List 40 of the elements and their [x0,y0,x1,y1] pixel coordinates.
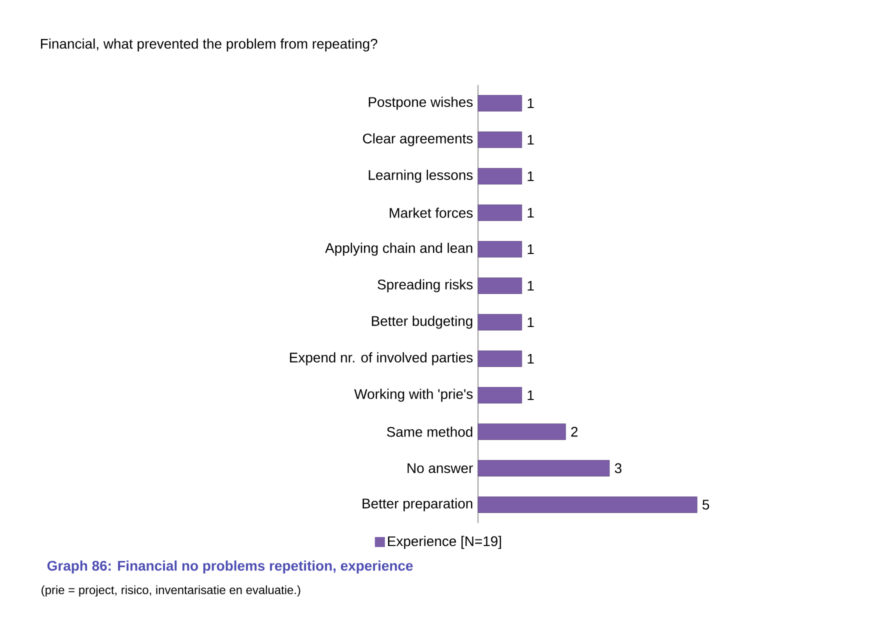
bar [478,168,522,184]
legend-label: Experience [N=19] [388,536,501,549]
y-tick-label: Postpone wishes [368,96,473,110]
data-label: 1 [528,317,534,328]
y-tick-label: Applying chain and lean [325,242,472,256]
bar [478,424,566,440]
y-tick-label: Better preparation [362,498,472,512]
bar [478,204,522,221]
bar [478,95,522,112]
y-tick-label: Learning lessons [368,170,473,183]
y-tick-label: Market forces [390,208,473,218]
data-label: 1 [528,208,534,218]
data-label: 3 [614,463,622,474]
data-label: 1 [528,354,534,364]
y-tick-label: Working with 'prie's [354,388,473,402]
data-label: 1 [528,280,534,291]
bar [478,387,522,404]
y-tick-label: Expend nr. of involved parties [290,352,473,366]
y-tick-label: No answer [408,463,473,474]
bar [478,241,522,258]
bar [478,278,522,294]
data-label: 1 [528,98,534,108]
caption: Graph 86: Financial no problems repetition, experience [47,560,413,574]
data-label: 1 [528,171,534,182]
bar [478,496,698,513]
y-tick-label: Same method [386,426,472,437]
bar [478,350,522,367]
data-label: 1 [528,390,534,400]
y-tick-label: Spreading risks [378,279,473,292]
data-label: 5 [702,500,710,510]
bar [478,314,522,330]
data-label: 1 [528,134,534,145]
y-tick-label: Better budgeting [372,316,472,329]
data-label: 2 [571,426,578,437]
bar [478,132,522,148]
text: Financial, what prevented the problem from repeating? [40,38,378,52]
data-label: 1 [528,244,534,254]
text: (prie = project, risico, inventarisatie en evaluatie.) [42,585,300,597]
y-tick-label: Clear agreements [363,133,473,146]
bar [478,460,610,476]
